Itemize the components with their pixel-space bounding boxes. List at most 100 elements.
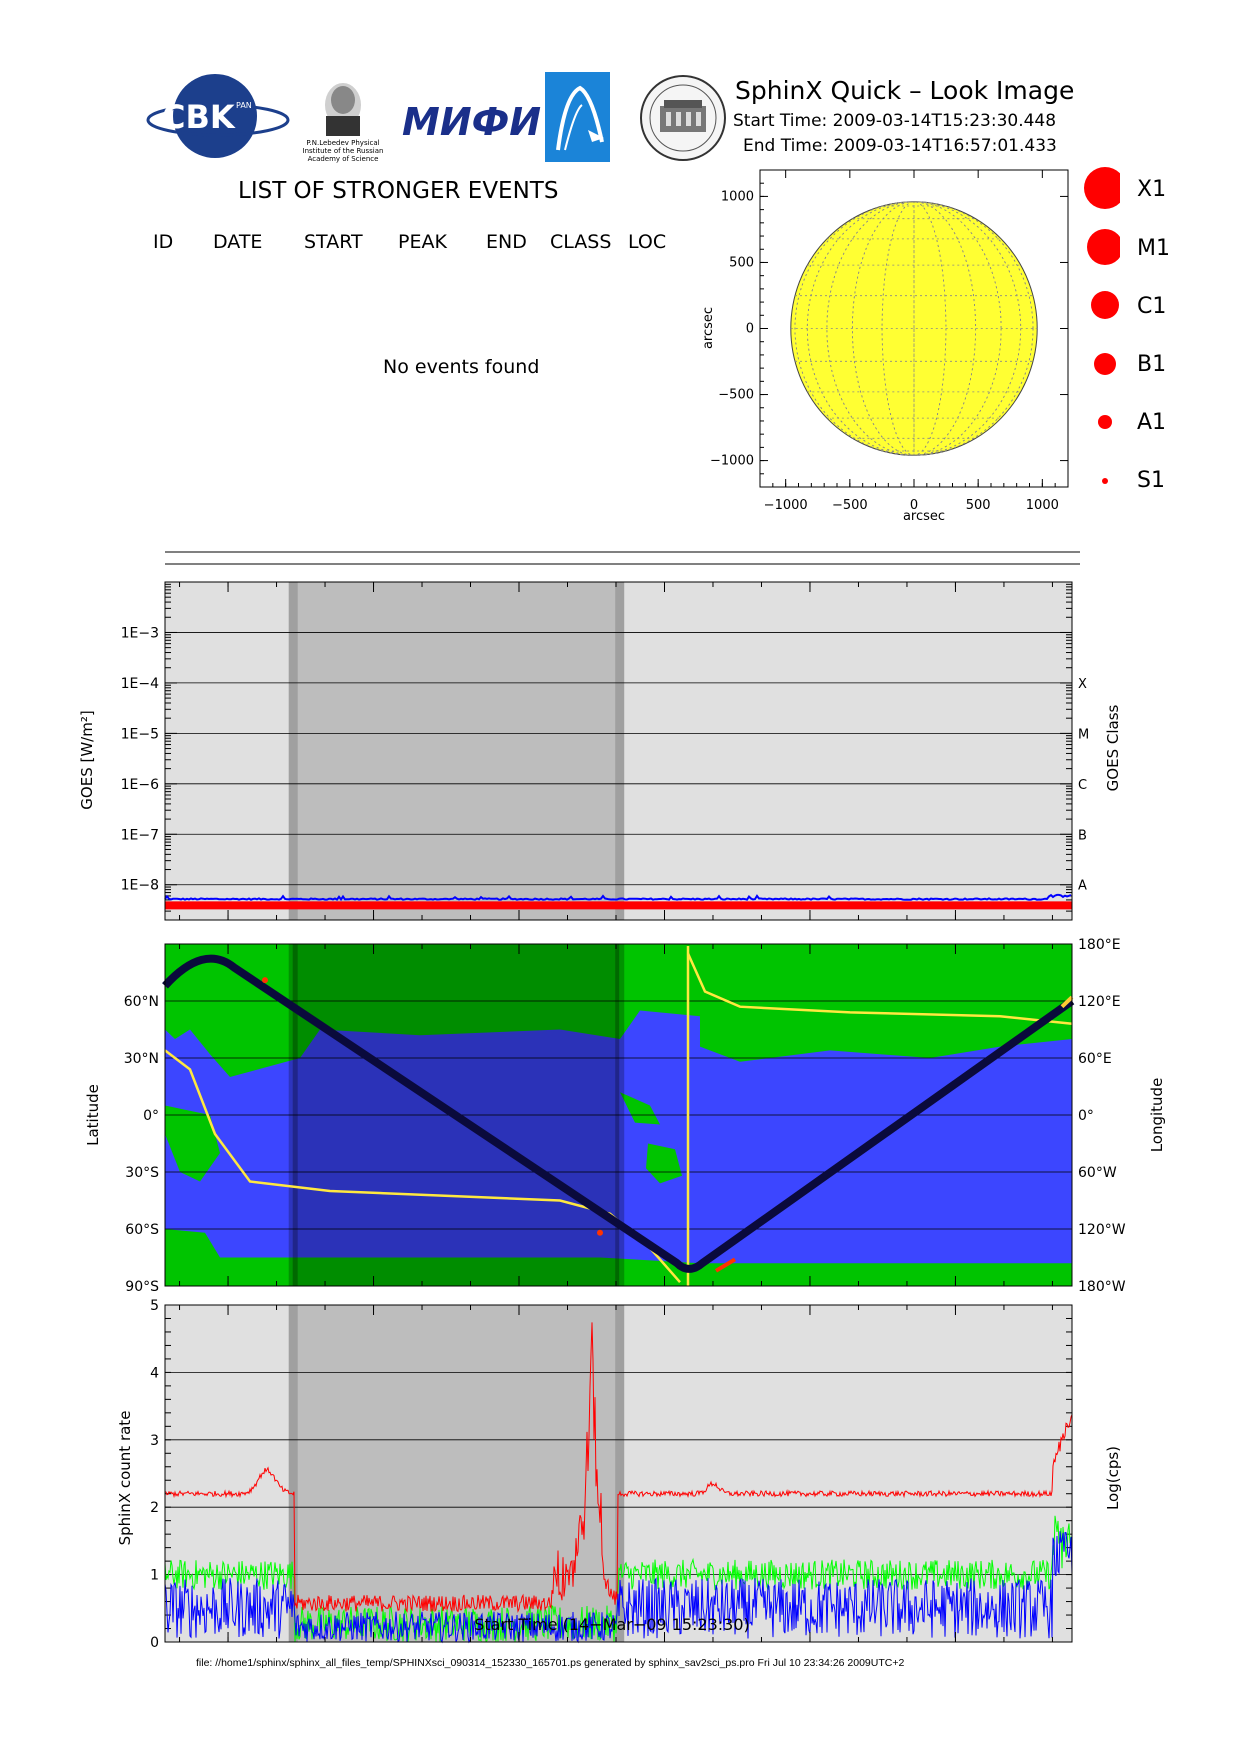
sun-xtick-label: 500: [966, 498, 991, 513]
goes-class-tick-label: B: [1078, 828, 1087, 843]
sun-xtick-label: −500: [832, 498, 868, 513]
orbit-ytick-label: 60°S: [125, 1222, 159, 1238]
col-loc: LOC: [628, 231, 667, 253]
events-title: LIST OF STRONGER EVENTS: [238, 178, 559, 204]
sun-meridian-line: [851, 201, 977, 456]
orbit-ytick-label: 90°S: [125, 1279, 159, 1295]
terminator-line-right: [686, 952, 1073, 1026]
goes-class-tick-label: A: [1078, 879, 1087, 894]
orbit-ytick-label-right: 120°E: [1078, 994, 1121, 1010]
sun-meridian-line: [826, 201, 1002, 456]
legend-label-a1: A1: [1137, 410, 1167, 435]
col-id: ID: [153, 231, 174, 253]
orbit-land-australia: [646, 1143, 682, 1184]
sphinx-series-red: [164, 1322, 1073, 1613]
stacked-panels: 1E−3 1E−4 1E−5 1E−6 1E−7 1E−8 X M C B A GOES [W/m²…: [78, 581, 1166, 1650]
sun-map-ylabel: arcsec: [701, 307, 716, 349]
sphinx-ytick-label: 2: [150, 1500, 159, 1516]
orbit-ytick-label-right: 180°W: [1078, 1279, 1126, 1295]
sun-xtick-label: 1000: [1026, 498, 1059, 513]
orbit-ytick-label-right: 180°E: [1078, 937, 1121, 953]
institute-logo: [545, 72, 610, 162]
svg-text:PAN: PAN: [236, 101, 252, 110]
sun-ytick-label: −500: [718, 388, 754, 403]
goes-ylabel: GOES [W/m²]: [78, 710, 96, 809]
start-time: Start Time: 2009-03-14T15:23:30.448: [733, 111, 1057, 131]
eclipse-edge: [288, 582, 298, 920]
orbit-panel: 60°N 30°N 0° 30°S 60°S 90°S 180°E 120°E 60°E 0° 60…: [124, 937, 1126, 1295]
panel-frame: [164, 943, 1073, 1287]
sun-meridian-line: [794, 201, 1034, 456]
cbk-logo: CBK PAN: [146, 74, 290, 158]
sun-ytick-label: −1000: [710, 454, 754, 469]
goes-class-tick-label: X: [1078, 677, 1087, 692]
goes-class-label: GOES Class: [1104, 704, 1122, 791]
legend-dot-m1: [1087, 229, 1120, 265]
goes-ytick-label: 1E−7: [121, 827, 159, 843]
col-end: END: [486, 231, 527, 253]
panel-frame: [164, 581, 1073, 921]
sun-meridian-line: [806, 201, 1022, 456]
eclipse-shading: [292, 582, 620, 920]
legend-dot-a1: [1098, 415, 1112, 429]
goes-ytick-label: 1E−8: [121, 878, 159, 894]
legend-label-c1: C1: [1137, 294, 1167, 319]
svg-text:Academy of Science: Academy of Science: [308, 155, 379, 163]
sphinx-ylabel: SphinX count rate: [116, 1411, 134, 1546]
svg-text:Institute of the Russian: Institute of the Russian: [303, 147, 384, 155]
svg-text:P.N.Lebedev Physical: P.N.Lebedev Physical: [306, 139, 379, 147]
sphinx-series-blue: [164, 1531, 1073, 1644]
orbit-land-africa: [165, 1105, 220, 1182]
orbit-ytick-label-right: 0°: [1078, 1108, 1094, 1124]
panel-frame: [164, 1304, 1073, 1643]
goes-ytick-label: 1E−3: [121, 625, 159, 641]
sphinx-ytick-label: 5: [150, 1298, 159, 1314]
orbit-ylabel-right: Longitude: [1148, 1078, 1166, 1153]
goes-series-blue: [164, 893, 1072, 902]
orbit-ytick-label-right: 120°W: [1078, 1222, 1126, 1238]
orbit-land-north: [165, 944, 1072, 1077]
sphinx-panel: 01234515:3015:4516:0016:1516:3016:45: [150, 1298, 1073, 1650]
sphinx-ytick-label: 4: [150, 1365, 159, 1381]
goes-class-tick-label: C: [1078, 778, 1087, 793]
svg-text:CBK: CBK: [162, 98, 236, 136]
orbit-land-south: [165, 1229, 1072, 1286]
legend-dot-c1: [1091, 291, 1119, 319]
svg-text:МИФИ: МИФИ: [402, 100, 541, 144]
legend-dot-b1: [1094, 353, 1116, 375]
legend-dot-x1: [1084, 167, 1120, 209]
mifi-logo: МИФИ: [402, 100, 541, 144]
sun-ytick-label: 1000: [721, 189, 754, 204]
class-legend-dots: [1084, 167, 1120, 484]
orbit-ytick-label: 30°S: [125, 1165, 159, 1181]
orbit-ytick-label: 0°: [143, 1108, 159, 1124]
sun-map-chart: −1000 −500 0 500 1000 −1000 −500 0 500 1000 arcse…: [701, 169, 1069, 524]
lebedev-logo: P.N.Lebedev Physical Institute of the Ru…: [303, 83, 384, 163]
orbit-ylabel: Latitude: [84, 1084, 102, 1146]
sun-ytick-label: 500: [729, 255, 754, 270]
page-title: SphinX Quick – Look Image: [735, 76, 1075, 105]
track-highlight: [714, 1257, 737, 1273]
separator-lines: [165, 551, 1080, 565]
goes-panel: 1E−3 1E−4 1E−5 1E−6 1E−7 1E−8 X M C B A: [121, 581, 1089, 921]
legend-label-b1: B1: [1137, 352, 1167, 377]
sun-meridian-line: [881, 201, 947, 456]
sphinx-ylabel-right: Log(cps): [1104, 1446, 1122, 1510]
orbit-ytick-label-right: 60°W: [1078, 1165, 1117, 1181]
legend-label-x1: X1: [1137, 177, 1167, 202]
end-time: End Time: 2009-03-14T16:57:01.433: [743, 136, 1057, 156]
goes-ytick-label: 1E−6: [121, 777, 159, 793]
sun-xtick-label: 0: [910, 498, 918, 513]
orbit-ytick-label-right: 60°E: [1078, 1051, 1112, 1067]
legend-dot-s1: [1102, 478, 1108, 484]
goes-series-red: [165, 901, 1072, 910]
university-seal: [640, 75, 726, 161]
orbit-ytick-label: 30°N: [124, 1051, 159, 1067]
sun-xtick-label: −1000: [764, 498, 808, 513]
eclipse-edge: [288, 1305, 298, 1642]
eclipse-shading: [292, 1305, 620, 1642]
no-events-message: No events found: [383, 356, 540, 378]
goes-ytick-label: 1E−4: [121, 676, 159, 692]
legend-label-m1: M1: [1137, 236, 1170, 261]
sun-map-xlabel: arcsec: [903, 509, 945, 524]
